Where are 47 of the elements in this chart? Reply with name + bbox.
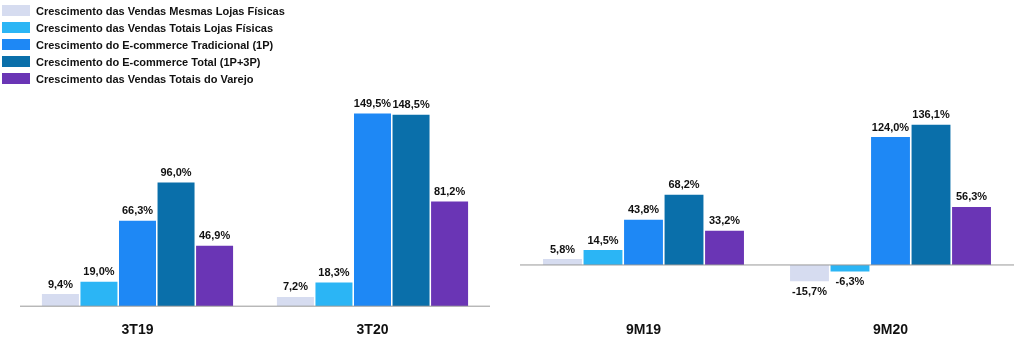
bar	[871, 137, 910, 265]
data-label: 18,3%	[318, 266, 350, 279]
data-label: -15,7%	[792, 284, 828, 297]
legend-label: Crescimento das Vendas Totais do Varejo	[36, 72, 254, 85]
data-label: 81,2%	[433, 185, 466, 198]
data-label: 43,8%	[627, 203, 660, 216]
bar	[624, 219, 663, 265]
bar	[354, 113, 391, 307]
data-label: -6,3%	[835, 274, 865, 287]
data-label: 56,3%	[955, 190, 988, 203]
data-label: 46,9%	[198, 229, 231, 242]
bar	[583, 250, 623, 265]
x-tick-label: 9M20	[872, 321, 909, 338]
data-label: 7,2%	[282, 280, 309, 293]
data-label: 149,5%	[353, 97, 392, 110]
data-label: 124,0%	[871, 120, 910, 133]
legend-label: Crescimento das Vendas Mesmas Lojas Físicas	[36, 4, 285, 17]
bar	[119, 220, 156, 307]
bar	[911, 124, 951, 265]
bar	[315, 282, 353, 307]
bar	[157, 182, 195, 307]
bar	[431, 201, 469, 307]
bar	[705, 230, 744, 265]
bar	[664, 194, 704, 265]
bar	[952, 206, 991, 265]
x-tick-label: 9M19	[625, 321, 662, 338]
bar	[790, 264, 829, 282]
data-label: 148,5%	[392, 98, 430, 111]
bar	[41, 294, 79, 307]
data-label: 136,1%	[912, 108, 950, 121]
data-label: 68,2%	[668, 178, 700, 191]
data-label: 14,5%	[587, 233, 619, 246]
bar	[392, 114, 430, 307]
data-label: 19,0%	[83, 265, 115, 278]
data-label: 9,4%	[47, 277, 74, 290]
legend-label: Crescimento das Vendas Totais Lojas Físicas	[36, 21, 273, 34]
bar	[80, 281, 118, 307]
bar	[276, 296, 314, 307]
data-label: 33,2%	[708, 214, 741, 227]
legend-label: Crescimento do E-commerce Tradicional (1P)	[36, 38, 274, 51]
x-tick-label: 3T19	[121, 321, 154, 338]
x-tick-label: 3T20	[356, 321, 389, 338]
legend-label: Crescimento do E-commerce Total (1P+3P)	[36, 55, 261, 68]
data-label: 66,3%	[121, 204, 154, 217]
data-label: 5,8%	[549, 242, 576, 255]
bar	[196, 245, 234, 307]
data-label: 96,0%	[160, 166, 192, 179]
